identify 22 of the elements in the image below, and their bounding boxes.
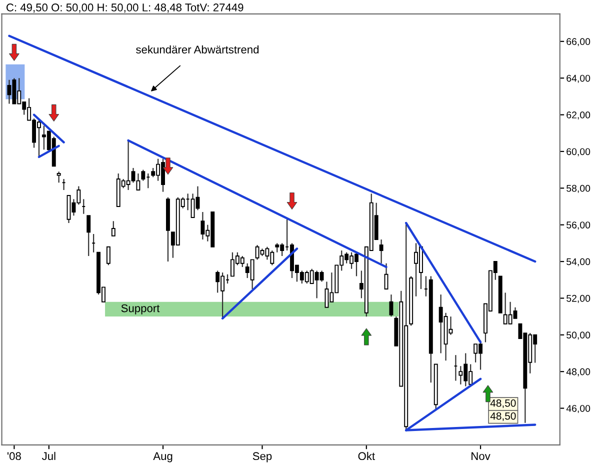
annotation: sekundärer Abwärtstrend <box>136 45 259 54</box>
band-label: Support <box>121 304 160 314</box>
x-tick-label: Sep <box>252 452 272 462</box>
x-tick-label: '08 <box>8 452 21 460</box>
y-tick-label: 52,00 <box>566 294 590 303</box>
annotation: 48,50 <box>490 399 516 408</box>
y-tick-label: 60,00 <box>566 148 590 156</box>
annotation: 48,50 <box>490 412 516 421</box>
y-tick-label: 54,00 <box>566 258 590 266</box>
y-tick-label: 50,00 <box>566 332 590 340</box>
y-tick-label: 46,00 <box>566 404 590 414</box>
y-tick-label: 58,00 <box>566 184 590 193</box>
x-tick-label: Aug <box>153 452 172 462</box>
x-tick-label: Okt <box>358 452 375 460</box>
x-tick-label: Nov <box>472 452 490 460</box>
y-tick-label: 48,00 <box>566 368 590 376</box>
chart-title: C: 49,50 O: 50,00 H: 50,00 L: 48,48 TotV: 27449 <box>6 4 244 13</box>
y-tick-label: 56,00 <box>566 222 590 230</box>
x-tick-label: Jul <box>42 452 56 460</box>
y-tick-label: 64,00 <box>566 74 590 83</box>
y-tick-label: 62,00 <box>566 112 590 120</box>
y-tick-label: 66,00 <box>566 38 590 46</box>
